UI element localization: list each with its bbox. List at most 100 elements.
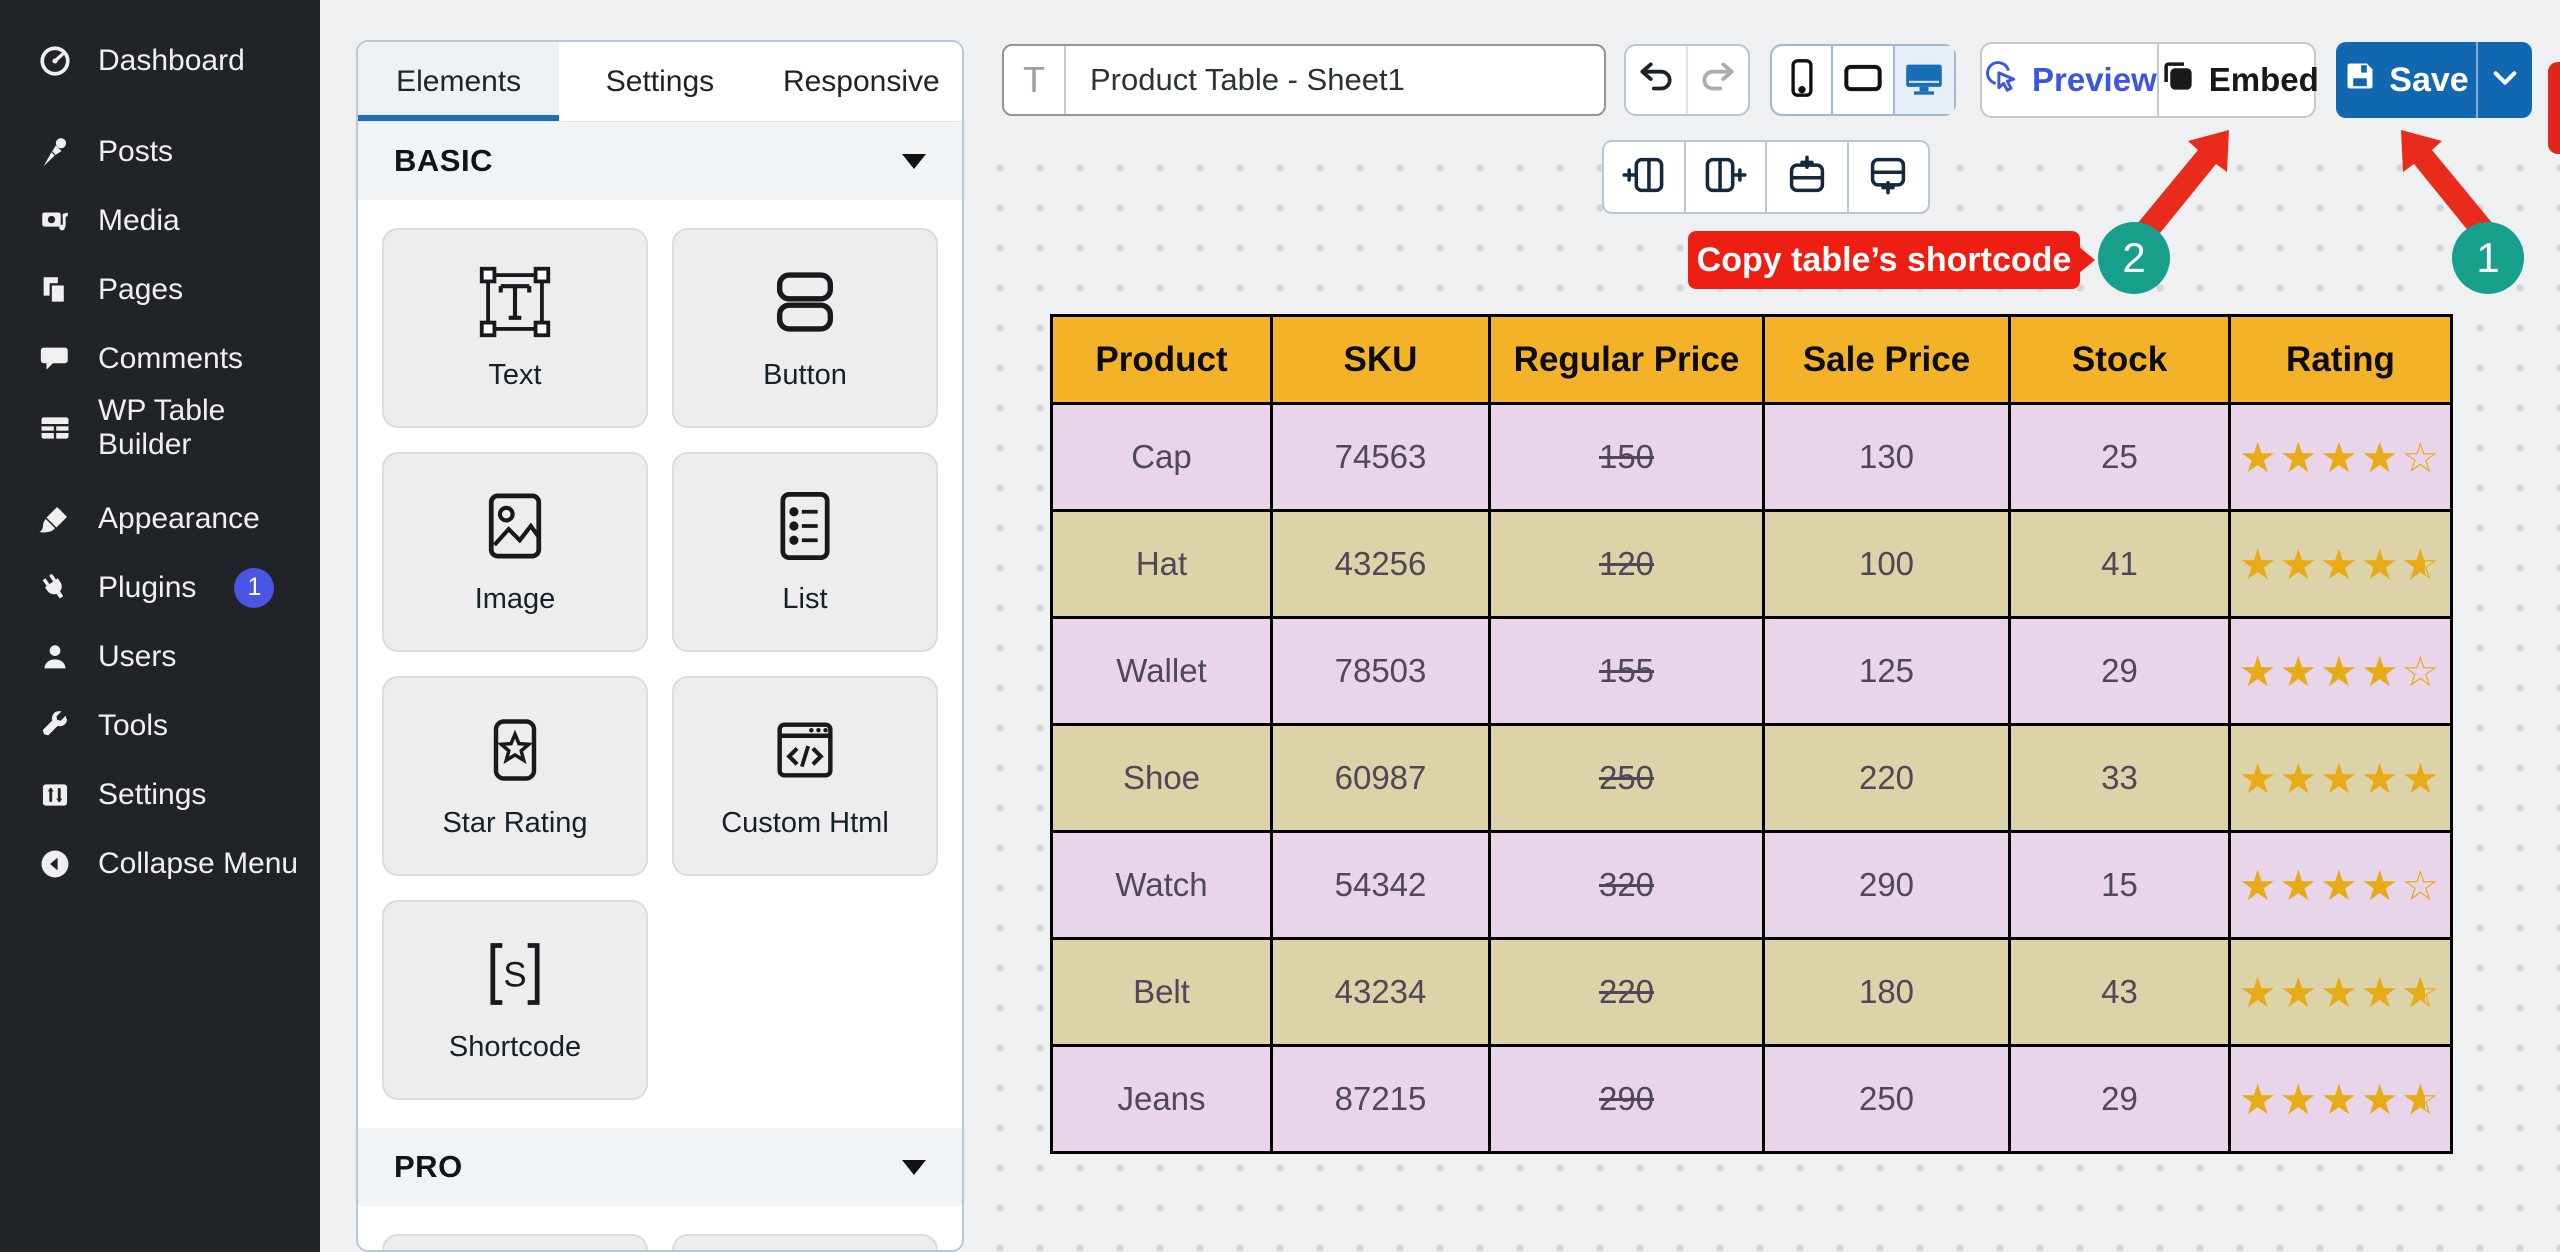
table-cell[interactable]: 180 bbox=[1762, 937, 2011, 1047]
table-cell[interactable]: 130 bbox=[1762, 402, 2011, 512]
sidebar-item-users[interactable]: Users bbox=[0, 622, 320, 691]
table-cell[interactable]: 41 bbox=[2008, 509, 2231, 619]
save-options-dropdown[interactable] bbox=[2476, 42, 2532, 118]
table-cell[interactable]: ★★★★☆ ★ bbox=[2228, 1044, 2453, 1154]
product-table[interactable]: Product SKU Regular Price Sale Price Stock Ra… bbox=[1050, 314, 2453, 1154]
sidebar-item-tools[interactable]: Tools bbox=[0, 691, 320, 760]
star-filled-icon: ★ bbox=[2320, 861, 2361, 909]
sidebar-item-appearance[interactable]: Appearance bbox=[0, 484, 320, 553]
table-header-cell[interactable]: Stock bbox=[2008, 314, 2231, 405]
mobile-icon bbox=[1782, 58, 1822, 103]
table-cell[interactable]: 78503 bbox=[1270, 616, 1491, 726]
sidebar-item-collapse-menu[interactable]: Collapse Menu bbox=[0, 829, 320, 898]
table-header-cell[interactable]: Product bbox=[1050, 314, 1273, 405]
table-cell[interactable]: ★★★★☆ ★ bbox=[2228, 509, 2453, 619]
star-filled-icon: ★ bbox=[2279, 540, 2321, 588]
table-cell[interactable]: ★★★★☆ bbox=[2228, 616, 2453, 726]
sidebar-item-plugins[interactable]: Plugins 1 bbox=[0, 553, 320, 622]
table-cell[interactable]: ★★★★☆ bbox=[2228, 830, 2453, 940]
table-cell[interactable]: 60987 bbox=[1270, 723, 1491, 833]
button-element-icon bbox=[767, 264, 843, 345]
table-cell[interactable]: 150 bbox=[1488, 402, 1765, 512]
sidebar-item-label: Settings bbox=[98, 777, 207, 811]
table-cell[interactable]: 320 bbox=[1488, 830, 1765, 940]
table-cell[interactable]: Hat bbox=[1050, 509, 1273, 619]
section-header-pro[interactable]: PRO bbox=[358, 1128, 962, 1206]
sidebar-item-comments[interactable]: Comments bbox=[0, 324, 320, 393]
element-card-list[interactable]: List bbox=[672, 452, 938, 652]
table-cell[interactable]: Wallet bbox=[1050, 616, 1273, 726]
preview-button[interactable]: Preview bbox=[1982, 44, 2157, 116]
table-cell[interactable]: 54342 bbox=[1270, 830, 1491, 940]
device-tablet-button[interactable] bbox=[1831, 46, 1892, 114]
device-desktop-button[interactable] bbox=[1892, 46, 1954, 114]
table-cell[interactable]: 43234 bbox=[1270, 937, 1491, 1047]
table-row: Wallet 78503 155 125 29 ★★★★☆ bbox=[1050, 616, 2453, 726]
sidebar-item-dashboard[interactable]: Dashboard bbox=[0, 26, 320, 95]
element-card-pro-2[interactable] bbox=[672, 1234, 938, 1250]
section-header-basic[interactable]: BASIC bbox=[358, 122, 962, 200]
sidebar-item-label: Media bbox=[98, 203, 180, 237]
table-cell[interactable]: 250 bbox=[1488, 723, 1765, 833]
table-cell[interactable]: 220 bbox=[1488, 937, 1765, 1047]
tab-settings[interactable]: Settings bbox=[559, 42, 761, 121]
step-badge-2: 2 bbox=[2098, 222, 2170, 294]
element-card-image[interactable]: Image bbox=[382, 452, 648, 652]
table-cell[interactable]: 125 bbox=[1762, 616, 2011, 726]
element-card-shortcode[interactable]: S Shortcode bbox=[382, 900, 648, 1100]
brush-icon bbox=[38, 502, 72, 536]
undo-button[interactable] bbox=[1626, 46, 1686, 114]
table-cell[interactable]: ★★★★★ bbox=[2228, 723, 2453, 833]
table-cell[interactable]: ★★★★☆ ★ bbox=[2228, 937, 2453, 1047]
user-icon bbox=[38, 640, 72, 674]
add-column-after-button[interactable] bbox=[1683, 142, 1766, 212]
table-title-input[interactable] bbox=[1066, 46, 1604, 114]
table-header-cell[interactable]: SKU bbox=[1270, 314, 1491, 405]
table-cell[interactable]: 100 bbox=[1762, 509, 2011, 619]
table-cell[interactable]: Jeans bbox=[1050, 1044, 1273, 1154]
list-element-icon bbox=[767, 488, 843, 569]
sidebar-item-posts[interactable]: Posts bbox=[0, 117, 320, 186]
table-header-cell[interactable]: Sale Price bbox=[1762, 314, 2011, 405]
table-cell[interactable]: 33 bbox=[2008, 723, 2231, 833]
table-cell[interactable]: 250 bbox=[1762, 1044, 2011, 1154]
sidebar-item-pages[interactable]: Pages bbox=[0, 255, 320, 324]
table-cell[interactable]: 120 bbox=[1488, 509, 1765, 619]
table-cell[interactable]: Watch bbox=[1050, 830, 1273, 940]
table-cell[interactable]: 43 bbox=[2008, 937, 2231, 1047]
add-column-before-button[interactable] bbox=[1604, 142, 1684, 212]
table-cell[interactable]: 290 bbox=[1488, 1044, 1765, 1154]
add-row-before-button[interactable] bbox=[1765, 142, 1847, 212]
element-card-button[interactable]: Button bbox=[672, 228, 938, 428]
table-cell[interactable]: 25 bbox=[2008, 402, 2231, 512]
table-header-cell[interactable]: Rating bbox=[2228, 314, 2453, 405]
table-cell[interactable]: 87215 bbox=[1270, 1044, 1491, 1154]
sidebar-item-settings[interactable]: Settings bbox=[0, 760, 320, 829]
table-cell[interactable]: 29 bbox=[2008, 1044, 2231, 1154]
table-header-cell[interactable]: Regular Price bbox=[1488, 314, 1765, 405]
table-cell[interactable]: Belt bbox=[1050, 937, 1273, 1047]
table-cell[interactable]: 155 bbox=[1488, 616, 1765, 726]
element-card-text[interactable]: Text bbox=[382, 228, 648, 428]
sidebar-item-media[interactable]: Media bbox=[0, 186, 320, 255]
device-mobile-button[interactable] bbox=[1772, 46, 1831, 114]
add-row-after-button[interactable] bbox=[1846, 142, 1929, 212]
element-card-custom-html[interactable]: Custom Html bbox=[672, 676, 938, 876]
tab-elements[interactable]: Elements bbox=[358, 42, 560, 121]
redo-button[interactable] bbox=[1686, 46, 1748, 114]
table-cell[interactable]: 29 bbox=[2008, 616, 2231, 726]
table-cell[interactable]: 43256 bbox=[1270, 509, 1491, 619]
element-card-pro-1[interactable] bbox=[382, 1234, 648, 1250]
table-cell[interactable]: ★★★★☆ bbox=[2228, 402, 2453, 512]
table-cell[interactable]: 74563 bbox=[1270, 402, 1491, 512]
save-button[interactable]: Save bbox=[2336, 42, 2476, 118]
embed-button[interactable]: Embed bbox=[2156, 44, 2319, 116]
table-cell[interactable]: 220 bbox=[1762, 723, 2011, 833]
tab-responsive[interactable]: Responsive bbox=[760, 42, 962, 121]
sidebar-item-wp-table-builder[interactable]: WP Table Builder bbox=[0, 393, 320, 462]
table-cell[interactable]: Cap bbox=[1050, 402, 1273, 512]
table-cell[interactable]: 15 bbox=[2008, 830, 2231, 940]
table-cell[interactable]: 290 bbox=[1762, 830, 2011, 940]
table-cell[interactable]: Shoe bbox=[1050, 723, 1273, 833]
element-card-star-rating[interactable]: Star Rating bbox=[382, 676, 648, 876]
